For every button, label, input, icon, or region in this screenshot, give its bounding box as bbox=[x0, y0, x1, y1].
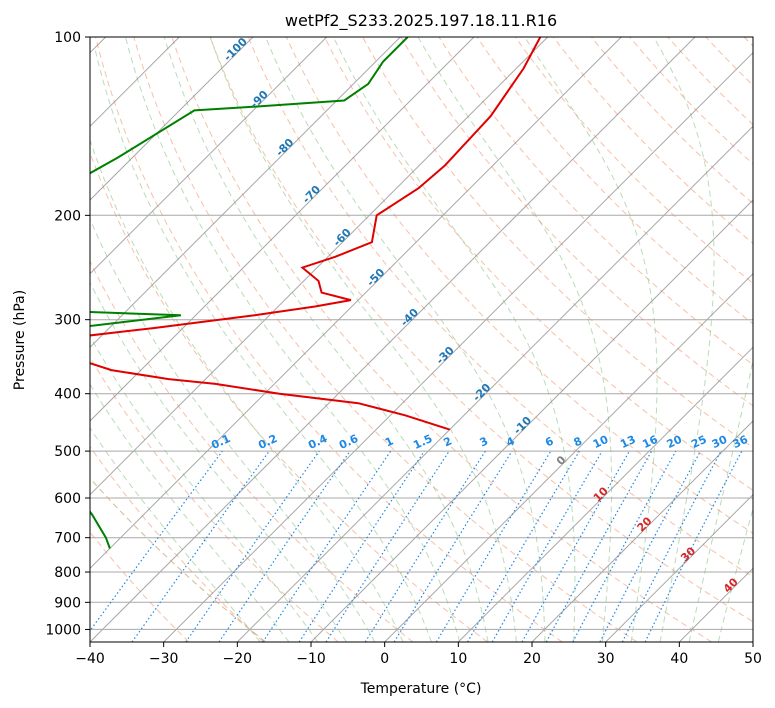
isotherm bbox=[90, 37, 475, 422]
dry-adiabat bbox=[90, 260, 414, 642]
x-tick-label: 20 bbox=[523, 651, 541, 667]
y-tick-label: 500 bbox=[54, 444, 81, 460]
dry-adiabat bbox=[90, 445, 264, 642]
x-tick-label: 0 bbox=[380, 651, 389, 667]
y-tick-label: 1000 bbox=[45, 622, 81, 638]
x-tick-label: −40 bbox=[75, 651, 105, 667]
dry-adiabat bbox=[591, 37, 753, 205]
isotherm bbox=[457, 346, 753, 642]
moist-adiabat bbox=[417, 37, 612, 642]
moist-adiabat bbox=[163, 37, 489, 642]
y-tick-label: 300 bbox=[54, 313, 81, 329]
isotherm bbox=[90, 37, 254, 201]
mixing-ratio-label: 16 bbox=[640, 433, 660, 451]
moist-adiabat bbox=[265, 37, 546, 642]
x-axis-label: Temperature (°C) bbox=[360, 681, 482, 697]
moist-adiabat bbox=[90, 281, 347, 642]
dewpoint-profile bbox=[90, 37, 409, 549]
y-tick-label: 900 bbox=[54, 595, 81, 611]
mixing-ratio-line bbox=[435, 450, 552, 642]
chart-title: wetPf2_S233.2025.197.18.11.R16 bbox=[285, 11, 557, 31]
y-tick-label: 200 bbox=[54, 208, 81, 224]
dry-adiabat bbox=[400, 37, 753, 407]
plot-frame bbox=[89, 36, 754, 643]
y-axis: 100 200 300 400 500 600 700 800 900 1000 bbox=[45, 30, 90, 638]
dry-adiabat bbox=[629, 37, 753, 165]
mixing-ratio-line bbox=[185, 450, 320, 642]
isotherm bbox=[531, 420, 753, 642]
moist-adiabat bbox=[209, 37, 517, 642]
moist-adiabat bbox=[717, 506, 753, 642]
dry-adiabat bbox=[476, 37, 753, 325]
mixing-ratio-line bbox=[521, 450, 631, 642]
mixing-ratio-label: 30 bbox=[710, 433, 730, 451]
y-tick-label: 600 bbox=[54, 491, 81, 507]
y-tick-label: 400 bbox=[54, 387, 81, 403]
mixing-ratio-line bbox=[466, 450, 580, 642]
moist-adiabat bbox=[90, 217, 376, 642]
dry-adiabat bbox=[514, 37, 753, 284]
isotherm bbox=[90, 37, 328, 275]
mixing-ratio-line bbox=[325, 450, 450, 642]
dry-adiabat bbox=[133, 37, 638, 642]
isotherm bbox=[90, 37, 401, 349]
profile-lines bbox=[90, 37, 542, 549]
dry-adiabat bbox=[247, 37, 753, 578]
x-axis: −40 −30 −20 −10 0 10 20 30 40 50 bbox=[75, 642, 762, 667]
mixing-ratio-line bbox=[218, 450, 351, 642]
mixing-ratio-line bbox=[131, 450, 270, 642]
isotherm bbox=[384, 272, 753, 642]
x-tick-label: −20 bbox=[223, 651, 253, 667]
temperature-profile bbox=[90, 37, 542, 431]
mixing-ratio-label: 10 bbox=[591, 433, 611, 451]
x-tick-label: 50 bbox=[744, 651, 762, 667]
isotherm bbox=[163, 51, 753, 642]
mixing-ratio-label: 20 bbox=[665, 433, 685, 451]
moist-adiabat bbox=[125, 37, 461, 642]
mixing-ratio-label: 25 bbox=[689, 433, 708, 451]
mixing-ratio-label: 36 bbox=[731, 433, 751, 451]
mixing-ratio-label: 13 bbox=[618, 433, 637, 451]
mixing-ratio-labels: 0.1 0.2 0.4 0.6 1 1.5 2 3 4 6 8 10 13 16 20 25 30 36 bbox=[209, 432, 750, 452]
mixing-ratio-line bbox=[491, 450, 603, 642]
mixing-ratio-line bbox=[393, 450, 513, 642]
y-tick-label: 100 bbox=[54, 30, 81, 46]
moist-adiabat bbox=[332, 37, 576, 642]
isotherm bbox=[90, 37, 549, 496]
y-tick-label: 800 bbox=[54, 565, 81, 581]
x-tick-label: −10 bbox=[296, 651, 326, 667]
x-tick-label: −30 bbox=[149, 651, 179, 667]
mixing-ratio-line bbox=[364, 450, 486, 642]
dry-adiabat bbox=[171, 37, 712, 642]
dry-adiabat bbox=[95, 37, 563, 642]
dry-adiabat bbox=[324, 37, 753, 491]
reference-adiabat bbox=[90, 477, 266, 642]
mixing-ratio-line bbox=[545, 450, 653, 642]
x-tick-label: 10 bbox=[449, 651, 467, 667]
moist-adiabat bbox=[688, 358, 753, 642]
isotherm bbox=[605, 493, 753, 642]
mixing-ratio-line bbox=[90, 450, 223, 632]
moist-adiabat bbox=[524, 37, 658, 642]
moist-adiabat bbox=[653, 37, 715, 642]
dry-adiabat bbox=[209, 37, 753, 623]
isotherm bbox=[90, 37, 622, 570]
isotherm bbox=[236, 125, 753, 642]
moist-adiabat bbox=[94, 49, 432, 642]
moist-adiabat bbox=[90, 427, 261, 642]
x-tick-label: 40 bbox=[670, 651, 688, 667]
y-tick-label: 700 bbox=[54, 531, 81, 547]
background-lines bbox=[90, 37, 753, 642]
isotherm bbox=[310, 199, 753, 642]
moist-adiabat bbox=[90, 138, 404, 642]
y-axis-label: Pressure (hPa) bbox=[12, 290, 28, 390]
isotherm bbox=[90, 37, 696, 642]
mixing-ratio-line bbox=[572, 450, 677, 642]
x-tick-label: 30 bbox=[597, 651, 615, 667]
